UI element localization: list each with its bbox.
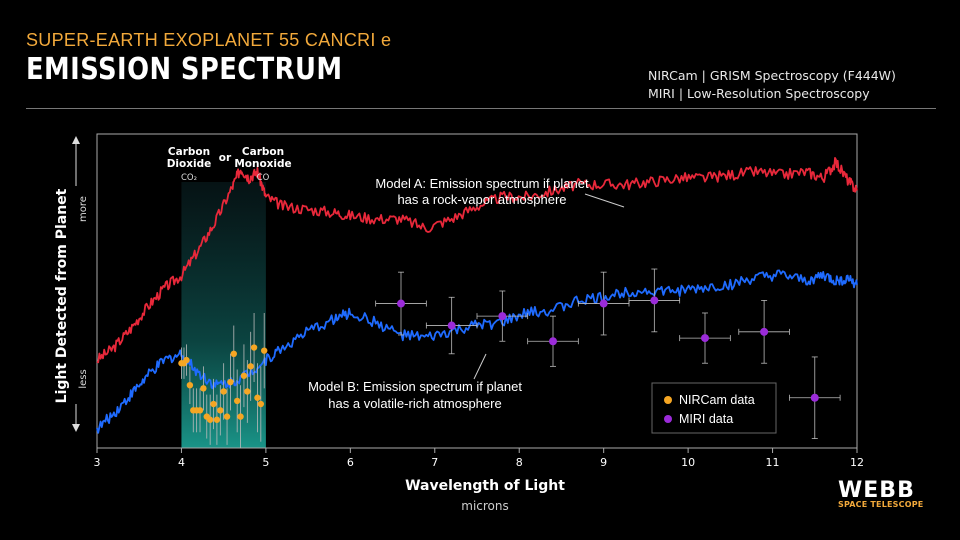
nircam-point [217,407,224,414]
x-tick-label: 11 [766,456,780,469]
nircam-point [183,356,190,364]
legend: NIRCam data MIRI data [651,382,777,434]
x-axis-unit: microns [461,499,509,513]
header-divider [26,108,936,109]
miri-point [650,296,659,305]
nircam-point [247,363,254,370]
x-tick-label: 4 [178,456,185,469]
x-tick-label: 10 [681,456,695,469]
nircam-point [227,378,234,386]
webb-logo-subtitle: SPACE TELESCOPE [838,500,924,509]
nircam-point [257,400,265,408]
band-label-co2-line1: Carbon [168,146,210,158]
nircam-point [206,416,214,423]
y-axis-more: more [78,196,89,222]
webb-logo: WEBB [838,478,915,503]
miri-point [397,299,405,308]
band-label-co2-formula: CO₂ [181,173,197,183]
nircam-point [213,416,221,423]
miri-point [810,393,819,402]
miri-point [760,327,769,336]
nircam-point [223,413,231,420]
band-label-co-line2: Monoxide [234,158,291,170]
miri-point-group [476,290,529,342]
nircam-point [200,385,207,392]
x-tick-label: 12 [850,456,864,469]
nircam-point [240,372,248,379]
x-tick-label: 7 [431,456,438,469]
legend-miri-marker [664,415,672,423]
chart-title: EMISSION SPECTRUM [26,52,343,87]
nircam-point [261,347,268,354]
model-a-annotation-leader [584,193,625,208]
miri-point-group [738,300,790,364]
model-b-annotation-line1: Model B: Emission spectrum if planet [308,379,522,394]
nircam-point [237,413,244,420]
miri-point-group [789,356,841,439]
band-label-or: or [219,152,232,164]
x-tick-label: 9 [600,456,607,469]
chart-subtitle: SUPER-EARTH EXOPLANET 55 CANCRI e [26,30,392,50]
x-tick-label: 8 [516,456,523,469]
legend-nircam-marker [664,396,672,404]
x-tick-label: 3 [94,456,101,469]
miri-point [549,337,557,346]
nircam-point [210,400,217,408]
model-b-annotation-line2: has a volatile-rich atmosphere [328,396,501,411]
miri-point [498,312,507,321]
miri-point [599,299,608,308]
y-axis-label: Light Detected from Planet [54,188,70,403]
nircam-point [220,388,227,395]
miri-point [701,334,709,343]
legend-nircam-label: NIRCam data [679,393,755,407]
miri-point-group [375,271,427,336]
nircam-point [254,394,261,401]
band-label-co-formula: CO [257,173,270,183]
model-a-annotation-line1: Model A: Emission spectrum if planet [375,176,589,191]
model-a-line [96,157,858,364]
miri-point-group [425,296,478,355]
plot-frame [96,133,858,449]
miri-point [447,321,456,330]
x-tick-label: 5 [262,456,269,469]
miri-point-group [628,268,681,333]
miri-point-group [527,315,579,367]
y-axis-up-arrow [72,136,80,186]
instrument-miri: MIRI | Low-Resolution Spectroscopy [648,86,870,101]
nircam-point [244,388,251,395]
nircam-point [233,397,241,405]
band-label-co2-line2: Dioxide [167,158,212,170]
miri-point-group [577,271,630,336]
model-a-annotation-line2: has a rock-vapor atmosphere [397,192,566,207]
x-tick-label: 6 [347,456,354,469]
y-axis-down-arrow [72,404,80,432]
nircam-point [186,382,194,389]
y-axis-less: less [78,369,89,388]
instrument-nircam: NIRCam | GRISM Spectroscopy (F444W) [648,68,896,83]
nircam-point [196,407,204,414]
x-axis-label: Wavelength of Light [405,478,565,494]
nircam-point [250,344,258,351]
model-b-annotation-leader [473,353,487,380]
band-label-co-line1: Carbon [242,146,284,158]
nircam-point [230,350,237,357]
legend-box [651,382,777,434]
miri-point-group [679,312,731,364]
legend-miri-label: MIRI data [679,412,733,426]
